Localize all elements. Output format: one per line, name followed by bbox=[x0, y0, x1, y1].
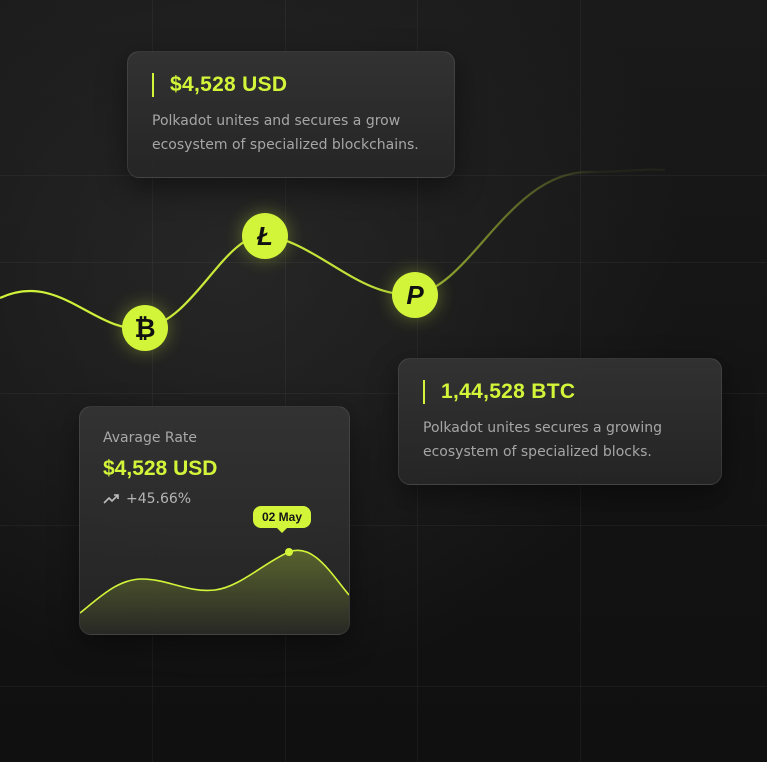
average-rate-card: Avarage Rate $4,528 USD +45.66% 02 May bbox=[79, 406, 350, 635]
btc-card-description: Polkadot unites secures a growing ecosys… bbox=[423, 420, 663, 460]
rate-amount: $4,528 USD bbox=[103, 457, 218, 480]
date-tooltip: 02 May bbox=[253, 506, 312, 533]
rate-change-value: +45.66% bbox=[126, 491, 192, 507]
rate-title: Avarage Rate bbox=[103, 430, 198, 446]
top-card-description: Polkadot unites and secures a grow ecosy… bbox=[152, 113, 419, 153]
top-price-card: $4,528 USD Polkadot unites and secures a… bbox=[127, 51, 455, 178]
trend-up-icon bbox=[103, 494, 119, 504]
litecoin-icon[interactable]: Ł bbox=[242, 213, 288, 259]
rate-change: +45.66% bbox=[103, 491, 326, 507]
top-card-amount: $4,528 USD bbox=[152, 73, 430, 97]
pivx-icon[interactable]: P bbox=[392, 272, 438, 318]
sparkline-marker[interactable] bbox=[285, 548, 293, 556]
rate-sparkline bbox=[80, 548, 349, 634]
btc-card-amount: 1,44,528 BTC bbox=[423, 380, 697, 404]
bitcoin-icon[interactable]: ₿ bbox=[122, 305, 168, 351]
btc-price-card: 1,44,528 BTC Polkadot unites secures a g… bbox=[398, 358, 722, 485]
